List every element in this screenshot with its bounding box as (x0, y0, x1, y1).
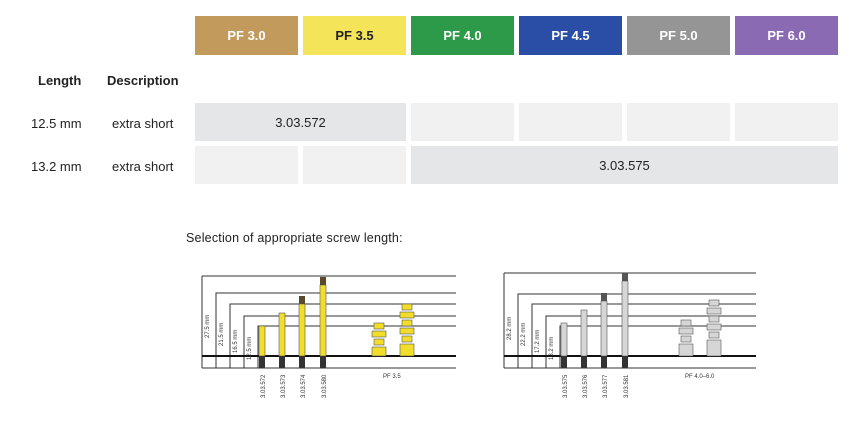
screw-3-03-577 (600, 293, 608, 368)
abutment-component (371, 322, 387, 357)
row1-description: extra short (112, 116, 174, 131)
row2-empty-cell-pf35 (303, 146, 406, 184)
screw-3-03-572 (258, 325, 266, 368)
row1-empty-cell-pf40 (411, 103, 514, 141)
screw-length-diagram-pf35: 27.5 mm 21.5 mm 16.5 mm 12.5 mm 3.03.572… (201, 275, 456, 398)
article-label: 3.03.580 (322, 374, 328, 398)
article-label: 3.03.574 (301, 374, 307, 398)
platform-header-pf50: PF 5.0 (627, 16, 730, 55)
length-column-header: Length (38, 73, 82, 88)
platform-header-pf40: PF 4.0 (411, 16, 514, 55)
article-label: 3.03.572 (261, 374, 267, 398)
screw-3-03-575 (560, 322, 568, 368)
screw-3-03-573 (278, 312, 286, 368)
screw-length-diagram-pf40-60: 28.2 mm 22.2 mm 17.2 mm 13.2 mm 3.03.575… (503, 272, 756, 398)
article-label: 3.03.581 (624, 374, 630, 398)
article-label: 3.03.573 (281, 374, 287, 398)
screw-3-03-581 (621, 273, 629, 368)
screw-length-caption: Selection of appropriate screw length: (186, 231, 403, 245)
row1-length: 12.5 mm (31, 116, 82, 131)
row2-description: extra short (112, 159, 174, 174)
platform-label: PF 3.5 (383, 374, 401, 380)
abutment-component (706, 299, 722, 357)
platform-header-pf35: PF 3.5 (303, 16, 406, 55)
dim-label: 16.5 mm (233, 330, 239, 353)
dim-label: 13.2 mm (549, 337, 555, 360)
description-column-header: Description (107, 73, 179, 88)
screw-3-03-580 (319, 277, 327, 368)
article-label: 3.03.577 (603, 374, 609, 398)
platform-header-pf60: PF 6.0 (735, 16, 838, 55)
abutment-component (399, 303, 415, 357)
row2-empty-cell-pf30 (195, 146, 298, 184)
row2-article-cell: 3.03.575 (411, 146, 838, 184)
row1-empty-cell-pf45 (519, 103, 622, 141)
row1-empty-cell-pf50 (627, 103, 730, 141)
dim-label: 17.2 mm (535, 330, 541, 353)
screw-3-03-574 (298, 296, 306, 368)
article-label: 3.03.575 (563, 374, 569, 398)
dim-label: 21.5 mm (219, 323, 225, 346)
row1-article-cell: 3.03.572 (195, 103, 406, 141)
abutment-component (678, 319, 694, 357)
dim-label: 27.5 mm (205, 315, 211, 338)
platform-header-pf45: PF 4.5 (519, 16, 622, 55)
screw-3-03-576 (580, 309, 588, 368)
platform-label: PF 4.0–6.0 (685, 374, 715, 380)
dim-label: 28.2 mm (507, 317, 513, 340)
dim-label: 22.2 mm (521, 323, 527, 346)
platform-header-pf30: PF 3.0 (195, 16, 298, 55)
row2-length: 13.2 mm (31, 159, 82, 174)
article-label: 3.03.576 (583, 374, 589, 398)
row1-empty-cell-pf60 (735, 103, 838, 141)
dim-label: 12.5 mm (247, 337, 253, 360)
